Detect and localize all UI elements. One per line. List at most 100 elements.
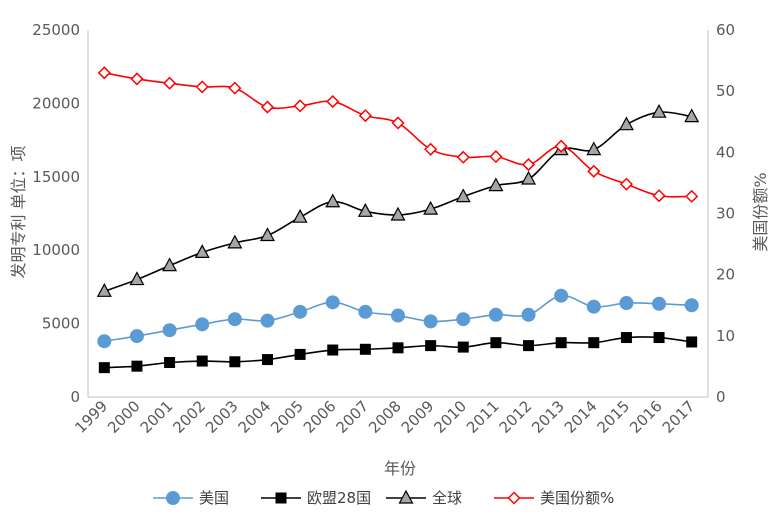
legend-item: 全球 xyxy=(386,489,462,507)
x-tick-label: 2001 xyxy=(137,397,177,437)
legend-marker xyxy=(166,491,180,505)
y2-tick-label: 60 xyxy=(716,21,735,39)
data-point xyxy=(423,314,438,329)
data-point xyxy=(521,307,536,322)
x-tick-label: 2011 xyxy=(463,397,503,437)
y-axis-title: 发明专利 单位：项 xyxy=(9,145,28,278)
data-point xyxy=(488,177,504,192)
data-point xyxy=(554,139,568,153)
data-point xyxy=(195,80,209,94)
data-point xyxy=(97,66,111,80)
x-tick-label: 2013 xyxy=(528,397,568,437)
legend-marker xyxy=(398,489,414,504)
data-point xyxy=(521,170,537,185)
data-point xyxy=(129,271,145,286)
data-point xyxy=(227,234,243,249)
data-point xyxy=(358,109,372,123)
legend-marker xyxy=(507,491,521,505)
y-tick-label: 10000 xyxy=(32,241,80,259)
data-point xyxy=(229,356,241,368)
y2-tick-label: 20 xyxy=(716,266,735,284)
data-point xyxy=(129,329,144,344)
data-point xyxy=(554,288,569,303)
y2-tick-label: 10 xyxy=(716,327,735,345)
y-axis-ticks: 0 5000 10000 15000 20000 25000 xyxy=(32,21,80,406)
data-point xyxy=(293,99,307,113)
y2-tick-label: 0 xyxy=(716,388,726,406)
x-tick-label: 2015 xyxy=(594,397,634,437)
y2-axis-title: 美国份额% xyxy=(751,172,770,251)
data-point xyxy=(96,283,112,297)
data-point xyxy=(686,336,698,348)
legend: 美国 欧盟28国 全球 美国份额% xyxy=(153,489,614,507)
x-tick-label: 2009 xyxy=(398,397,438,437)
x-tick-label: 2000 xyxy=(104,397,144,437)
data-point xyxy=(131,360,143,372)
data-point xyxy=(684,108,700,123)
data-point xyxy=(455,188,471,203)
data-point xyxy=(489,150,503,164)
data-point xyxy=(588,337,600,349)
y2-tick-label: 50 xyxy=(716,82,735,100)
data-point xyxy=(653,332,665,344)
y-tick-label: 0 xyxy=(70,388,80,406)
x-tick-label: 2005 xyxy=(267,397,307,437)
data-point xyxy=(390,206,406,221)
y2-axis-ticks: 0 10 20 30 40 50 60 xyxy=(716,21,735,406)
data-point xyxy=(259,227,275,242)
data-point xyxy=(358,304,373,319)
data-point xyxy=(587,164,601,178)
series-3 xyxy=(97,66,699,203)
legend-item: 美国份额% xyxy=(494,489,614,507)
data-point xyxy=(260,313,275,328)
data-point xyxy=(618,116,634,131)
x-tick-label: 2014 xyxy=(561,397,601,437)
data-point xyxy=(685,189,699,203)
legend-label: 全球 xyxy=(432,489,462,507)
data-point xyxy=(130,72,144,86)
data-point xyxy=(619,296,634,311)
x-tick-label: 2008 xyxy=(365,397,405,437)
data-point xyxy=(586,141,602,156)
x-tick-label: 2006 xyxy=(300,397,340,437)
series-1 xyxy=(98,332,698,374)
data-point xyxy=(684,298,699,313)
data-point xyxy=(425,340,437,352)
data-point xyxy=(260,100,275,114)
legend-item: 欧盟28国 xyxy=(261,489,371,507)
x-tick-label: 2007 xyxy=(332,397,372,437)
data-point xyxy=(163,76,177,90)
data-point xyxy=(457,341,469,353)
y-tick-label: 5000 xyxy=(42,315,80,333)
data-point xyxy=(555,337,567,349)
data-point xyxy=(195,317,210,332)
data-point xyxy=(196,355,208,367)
data-point xyxy=(327,344,339,356)
legend-label: 美国 xyxy=(199,489,229,507)
series-line xyxy=(104,111,692,293)
y-tick-label: 15000 xyxy=(32,168,80,186)
x-tick-label: 2017 xyxy=(659,397,699,437)
series-line xyxy=(104,72,692,198)
data-point xyxy=(227,312,242,327)
x-tick-label: 2012 xyxy=(496,397,536,437)
legend-item: 美国 xyxy=(153,489,229,507)
data-point xyxy=(391,308,405,323)
data-point xyxy=(456,150,470,164)
data-point xyxy=(98,362,110,374)
data-point xyxy=(490,337,502,349)
series-0 xyxy=(97,288,699,349)
data-point xyxy=(325,295,340,310)
data-point xyxy=(357,203,373,217)
data-point xyxy=(228,81,242,95)
x-tick-label: 2002 xyxy=(169,397,209,437)
x-tick-label: 2004 xyxy=(235,397,275,437)
x-axis-title: 年份 xyxy=(384,459,416,478)
data-point xyxy=(586,299,601,314)
data-point xyxy=(392,342,404,354)
y-tick-label: 20000 xyxy=(32,94,80,112)
data-point xyxy=(292,208,308,223)
axes xyxy=(87,30,709,398)
